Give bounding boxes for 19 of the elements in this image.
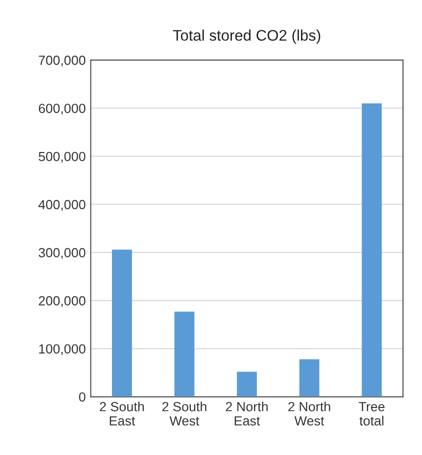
bar [236, 372, 257, 397]
y-tick-label: 500,000 [38, 152, 86, 163]
y-tick-label: 600,000 [38, 104, 86, 115]
x-tick-label: 2 South West [162, 402, 206, 426]
y-tick-label: 200,000 [38, 296, 86, 308]
bar [174, 312, 194, 397]
y-tick-label: 300,000 [38, 248, 86, 259]
y-tick-label: 100,000 [39, 344, 86, 356]
x-tick-label: 2 South East [100, 402, 144, 426]
y-tick-label: 700,000 [38, 56, 86, 67]
x-tick-label: Tree total [358, 402, 385, 426]
y-tick-label: 0 [79, 392, 86, 402]
x-tick-label: 2 North West [288, 402, 330, 426]
x-tick-label: 2 North East [226, 402, 268, 426]
y-tick-label: 400,000 [38, 200, 86, 211]
bar [299, 359, 320, 397]
chart-title: Total stored CO2 (lbs) [172, 30, 320, 44]
bar [112, 250, 132, 397]
bar [362, 103, 382, 397]
